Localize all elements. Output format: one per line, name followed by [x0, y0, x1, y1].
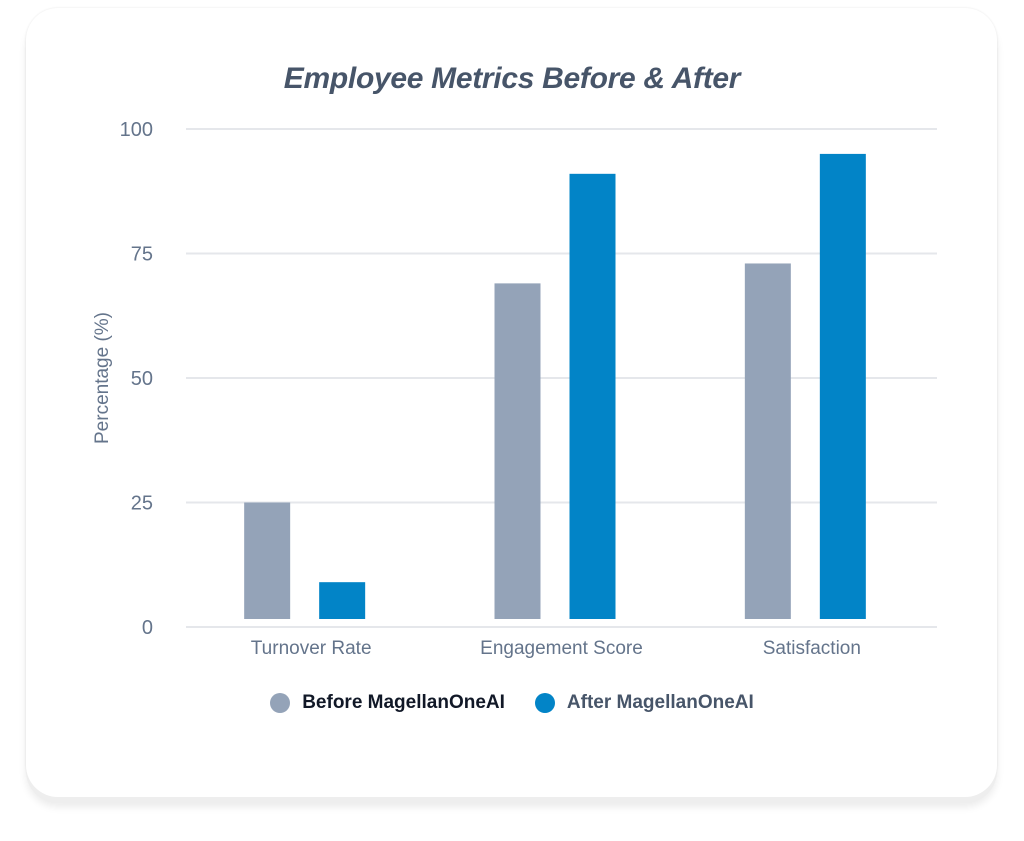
gridlines	[186, 128, 937, 628]
x-tick-label: Engagement Score	[480, 638, 643, 659]
y-tick-label: 75	[131, 244, 153, 266]
bar-after	[819, 153, 866, 619]
y-tick-label: 0	[142, 617, 153, 639]
x-tick-label: Satisfaction	[763, 638, 861, 659]
bar-after	[569, 173, 616, 619]
legend-item-after[interactable]: After MagellanOneAI	[534, 692, 754, 714]
x-tick-labels: Turnover Rate Engagement Score Satisfactio…	[251, 638, 861, 659]
legend-item-before[interactable]: Before MagellanOneAI	[270, 692, 505, 714]
legend-dot-before	[270, 693, 291, 713]
chart-title: Employee Metrics Before & After	[283, 62, 741, 95]
bar-before	[744, 263, 791, 619]
x-tick-label: Turnover Rate	[251, 638, 372, 659]
y-tick-label: 100	[120, 119, 153, 141]
bar-after	[319, 582, 366, 619]
bar-before	[244, 502, 291, 619]
bars	[244, 153, 866, 619]
legend-label-after: After MagellanOneAI	[566, 692, 754, 713]
legend: Before MagellanOneAI After MagellanOneAI	[0, 692, 1024, 714]
y-tick-label: 50	[131, 368, 153, 390]
legend-label-before: Before MagellanOneAI	[302, 692, 505, 713]
y-axis-label: Percentage (%)	[92, 312, 113, 444]
bar-before	[494, 283, 541, 619]
legend-dot-after	[534, 693, 555, 713]
y-tick-labels: 0 25 50 75 100	[120, 119, 153, 639]
y-tick-label: 25	[131, 493, 153, 515]
